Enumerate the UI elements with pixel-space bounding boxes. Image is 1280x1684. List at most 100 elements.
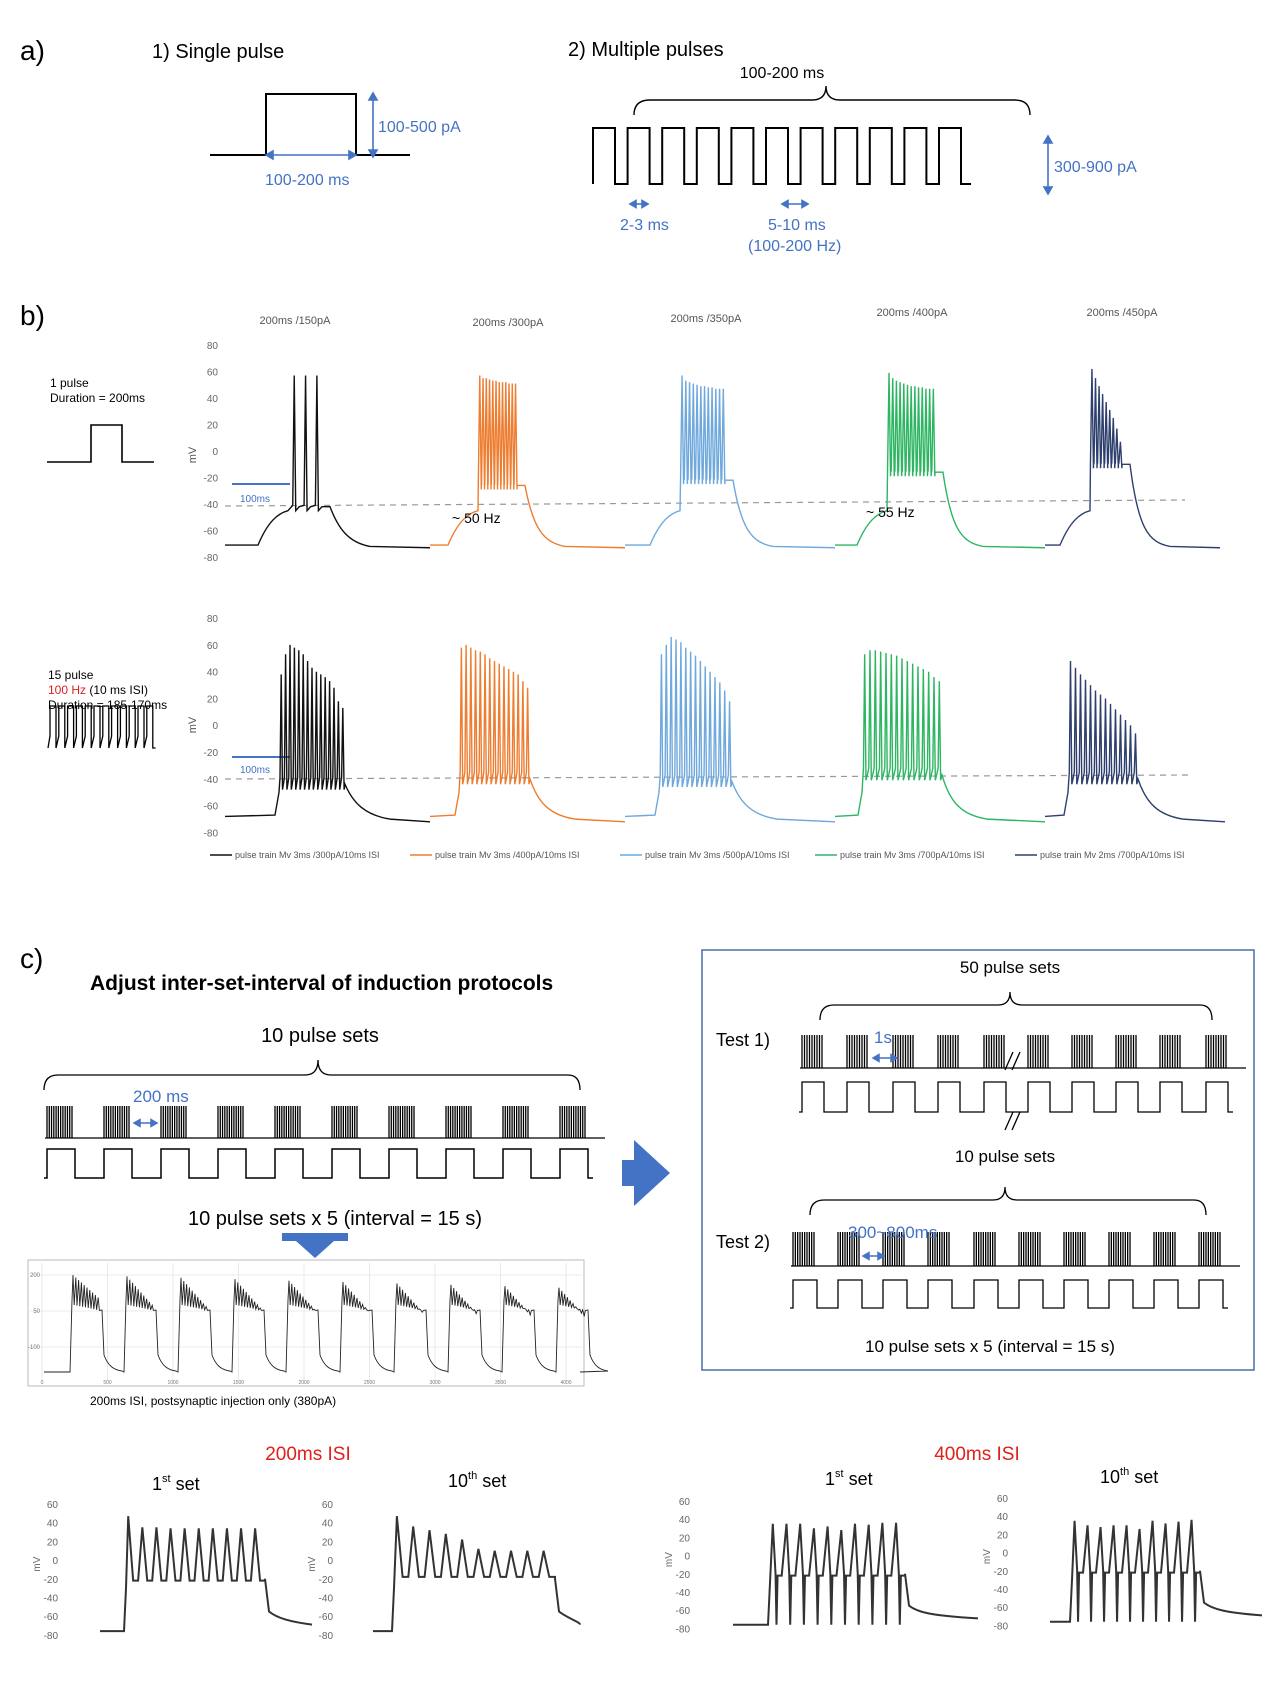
condition-titles: 200ms /150pA 200ms /300pA 200ms /350pA 2… (260, 307, 1159, 329)
single-dur-label: 100-200 ms (265, 172, 350, 189)
test1-pulse-row (799, 1081, 1233, 1113)
single-pulse-waveform (210, 93, 410, 156)
single-dur-arrow (264, 149, 358, 161)
test2-repeat-label: 10 pulse sets x 5 (interval = 15 s) (865, 1337, 1115, 1356)
legend-entry: pulse train Mv 2ms /700pA/10ms ISI (1040, 850, 1185, 860)
multi-pulse-title: 2) Multiple pulses (568, 39, 724, 61)
y-tick-label: 40 (207, 394, 219, 405)
y-tick-label: -20 (319, 1575, 334, 1586)
panel-a-label: a) (20, 35, 45, 66)
y-tick-label: -60 (319, 1612, 334, 1623)
bottom-scale-label: 100ms (240, 765, 270, 776)
y-tick-label: 0 (212, 721, 218, 732)
x-tick-label: 2000 (298, 1380, 309, 1386)
y-tick-label: 0 (684, 1552, 690, 1563)
y-tick-label: -60 (994, 1603, 1009, 1614)
test2-interval-arrow (861, 1251, 886, 1261)
y-tick-label: 40 (322, 1519, 334, 1530)
legend-entry: pulse train Mv 3ms /500pA/10ms ISI (645, 850, 790, 860)
y-tick-label: 0 (52, 1556, 58, 1567)
y-tick-label: 60 (679, 1497, 691, 1508)
left-interval-label: 200 ms (133, 1087, 189, 1106)
y-tick-label: -60 (676, 1606, 691, 1617)
multi-isi-arrow (780, 199, 810, 209)
multi-isi-label: 5-10 ms (768, 217, 826, 234)
y-tick-label: 20 (322, 1537, 334, 1548)
multi-freq-label: (100-200 Hz) (748, 238, 841, 255)
condition-title: 200ms /400pA (877, 307, 949, 319)
left-sets-brace (43, 1059, 581, 1091)
test1-spike-train (800, 1035, 1246, 1069)
y-tick-label: -100 (28, 1345, 41, 1351)
voltage-trace (835, 372, 1046, 549)
test1-interval-label: 1s (874, 1028, 892, 1047)
test-box (701, 949, 1255, 1371)
recording-trace (44, 1274, 609, 1373)
multi-total-label: 100-200 ms (740, 65, 825, 82)
legend-entry: pulse train Mv 3ms /700pA/10ms ISI (840, 850, 985, 860)
plot1-title: 1st set (152, 1473, 200, 1494)
single-amp-label: 100-500 pA (378, 119, 461, 136)
small-plots: 60 40 20 0 -20 -40 -60 -80 mV 60 40 20 0 -20 -40 -60 -80… (32, 1494, 1263, 1642)
voltage-trace (225, 375, 431, 549)
x-tick-label: 0 (41, 1380, 44, 1386)
legend-entry: pulse train Mv 3ms /300pA/10ms ISI (235, 850, 380, 860)
x-tick-label: 1000 (167, 1380, 178, 1386)
plot3-title: 1st set (825, 1468, 873, 1489)
panel-c-label: c) (20, 943, 43, 974)
test1-break-marks (1004, 1051, 1021, 1131)
y-tick-label: -60 (44, 1612, 59, 1623)
y-tick-label: -40 (44, 1594, 59, 1605)
y-tick-label: -80 (319, 1631, 334, 1642)
top-y-ticks: 80 60 40 20 0 -20 -40 -60 -80 (204, 341, 219, 564)
top-row-stimulus-icon (47, 424, 154, 463)
y-axis-label: mV (664, 1552, 675, 1567)
x-tick-label: 2500 (364, 1380, 375, 1386)
bottom-row-freq: 100 Hz (10 ms ISI) (48, 683, 148, 697)
down-arrow-icon (282, 1233, 348, 1258)
y-tick-label: -60 (204, 802, 219, 813)
bottom-y-ticks: 80 60 40 20 0 -20 -40 -60 -80 (204, 614, 219, 839)
multi-pulse-waveform (592, 127, 971, 185)
y-tick-label: -40 (994, 1585, 1009, 1596)
multi-amp-label: 300-900 pA (1054, 159, 1137, 176)
x-tick-label: 4000 (560, 1380, 571, 1386)
y-axis-label: mV (982, 1549, 993, 1564)
legend: pulse train Mv 3ms /300pA/10ms ISI pulse … (210, 850, 1185, 860)
x-tick-label: 3500 (495, 1380, 506, 1386)
top-traces (225, 368, 1221, 549)
y-tick-label: 80 (207, 341, 219, 352)
y-tick-label: -80 (204, 828, 219, 839)
plot4-title: 10th set (1100, 1466, 1158, 1487)
y-tick-label: 20 (679, 1533, 691, 1544)
x-tick-label: 1500 (233, 1380, 244, 1386)
voltage-trace (1044, 660, 1226, 823)
legend-entry: pulse train Mv 3ms /400pA/10ms ISI (435, 850, 580, 860)
y-tick-label: -60 (204, 527, 219, 538)
multi-brace (633, 85, 1031, 116)
bottom-threshold-line (224, 774, 1191, 780)
y-tick-label: 20 (997, 1530, 1009, 1541)
y-tick-label: 40 (47, 1519, 59, 1530)
y-axis-label: mV (32, 1556, 43, 1571)
voltage-trace (1045, 368, 1221, 549)
y-tick-label: 200 (30, 1273, 41, 1279)
y-tick-label: -20 (994, 1567, 1009, 1578)
multi-width-arrow (628, 199, 650, 209)
bottom-traces (224, 636, 1226, 823)
condition-title: 200ms /300pA (473, 317, 545, 329)
isi-400-heading: 400ms ISI (934, 1444, 1020, 1465)
bottom-y-axis-label: mV (187, 716, 199, 733)
set-voltage-trace (373, 1516, 581, 1633)
y-tick-label: 60 (207, 641, 219, 652)
single-pulse-title: 1) Single pulse (152, 41, 284, 63)
y-tick-label: 60 (322, 1500, 334, 1511)
x-tick-label: 3000 (429, 1380, 440, 1386)
set-voltage-trace (1050, 1519, 1263, 1623)
voltage-trace (625, 375, 836, 549)
y-tick-label: 0 (212, 447, 218, 458)
y-tick-label: 60 (207, 368, 219, 379)
recording-y-ticks: 200 50 -100 (28, 1273, 41, 1351)
left-spike-train (45, 1106, 605, 1139)
